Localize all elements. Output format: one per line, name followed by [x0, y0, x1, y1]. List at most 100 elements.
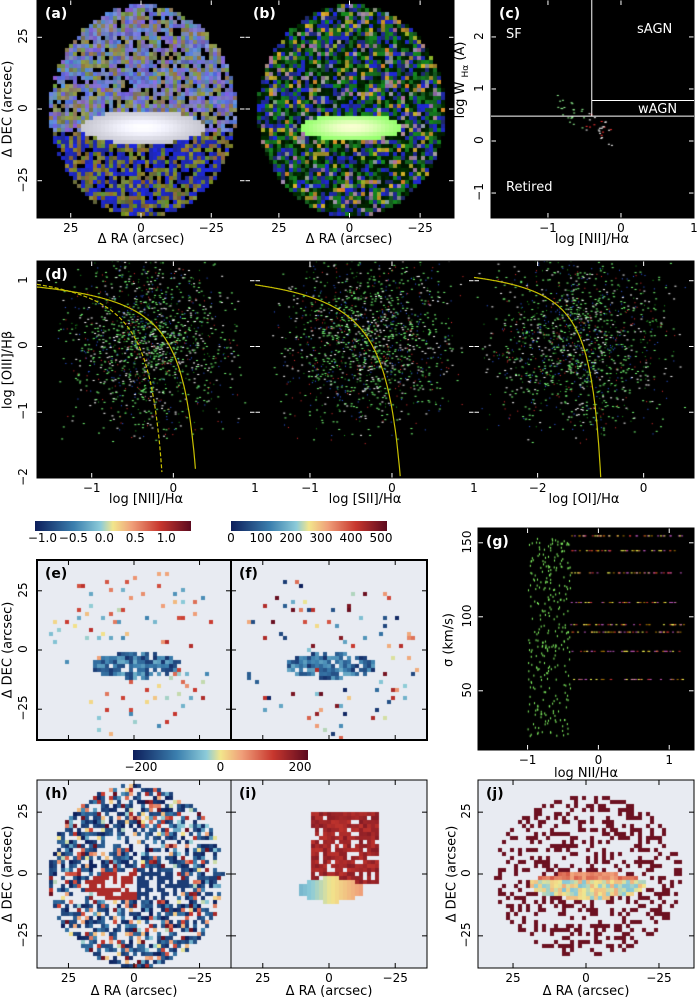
panel-d1-xtick-label: −1 — [82, 481, 101, 495]
region-sf-label: SF — [506, 27, 522, 42]
panel-d1-letter: (d) — [45, 267, 68, 283]
region-sagn-label: sAGN — [637, 22, 673, 37]
panel-d3 — [473, 260, 695, 479]
panel-c-letter: (c) — [499, 6, 521, 22]
panel-a-ytick-label: 25 — [16, 28, 30, 44]
panel-j-letter: (j) — [486, 786, 504, 802]
panel-g-xtick-label: −1 — [518, 753, 537, 767]
panel-a-ytick-label: −25 — [16, 167, 30, 193]
panel-h-xtick-label: 25 — [60, 971, 77, 985]
panel-e-image — [37, 560, 231, 740]
colorbar-hij-tick: 0 — [216, 760, 225, 774]
colorbar-e-tick: 0.0 — [94, 531, 114, 545]
colorbar-e — [35, 521, 191, 531]
panel-d2-xlabel: log [SII]/Hα — [328, 492, 402, 507]
panel-d2-xtick-label: 0 — [388, 481, 396, 495]
panel-a-ytick-label: 0 — [16, 104, 30, 112]
panel-j-ytick-label: −25 — [459, 922, 473, 948]
panel-d2-xtick-label: −1 — [301, 481, 319, 495]
panel-g-xlabel: log NII/Hα — [553, 766, 619, 781]
panel-g-ytick-label: 100 — [460, 604, 474, 628]
panel-d1-ytick-label: 1 — [16, 275, 30, 284]
axes-frame — [230, 779, 428, 969]
panel-f-image — [231, 560, 427, 740]
axes-frame — [36, 260, 256, 479]
panel-d3-image — [474, 261, 694, 478]
panel-g-image — [478, 528, 694, 750]
axes-frame — [490, 0, 695, 219]
panel-d2-image — [255, 261, 474, 478]
panel-h-xtick-label: 0 — [130, 971, 138, 985]
panel-b-xtick-label: −25 — [407, 221, 433, 235]
region-retired-label: Retired — [506, 180, 553, 195]
panel-h-ylabel: Δ DEC (arcsec) — [0, 825, 16, 923]
panel-b — [244, 0, 455, 219]
panel-b-letter: (b) — [253, 6, 276, 22]
panel-j-xlabel: Δ RA (arcsec) — [542, 984, 630, 999]
panel-a — [36, 0, 246, 219]
panel-j-image — [478, 780, 694, 968]
panel-e-ytick-label: 25 — [16, 582, 30, 598]
axes-frame — [244, 0, 455, 219]
panel-a-xtick-label: −25 — [198, 221, 224, 235]
panel-d1-ytick-label: −1 — [16, 402, 30, 421]
panel-d3-xtick-label: 0 — [639, 481, 648, 495]
colorbar-f-tick: 400 — [339, 531, 363, 545]
panel-h-image — [37, 780, 231, 968]
axes-frame — [36, 559, 232, 741]
colorbar-f-tick: 0 — [227, 531, 235, 545]
panel-h-xlabel: Δ RA (arcsec) — [90, 984, 178, 999]
panel-e-letter: (e) — [45, 566, 68, 582]
panel-j-xtick-label: 25 — [505, 971, 521, 985]
panel-h — [36, 779, 232, 969]
panel-c-image — [491, 0, 694, 218]
panel-c-ytick-label: 0 — [472, 136, 486, 144]
region-wagn-label: wAGN — [638, 102, 678, 117]
panel-j-xtick-label: 0 — [582, 971, 590, 985]
ylabel-main: log W — [453, 81, 469, 119]
panel-a-xtick-label: 25 — [63, 221, 79, 235]
ylabel-sub: Hα — [460, 64, 471, 78]
panel-h-ytick-label: 25 — [16, 803, 30, 819]
axes-frame — [477, 527, 695, 751]
colorbar-e-tick: −0.5 — [58, 531, 88, 545]
panel-d1-ytick-label: 0 — [16, 341, 30, 350]
panel-h-ytick-label: 0 — [16, 869, 30, 877]
ylabel-unit: (Å) — [453, 41, 469, 61]
panel-j-ytick-label: 25 — [459, 803, 473, 819]
panel-d2 — [254, 260, 475, 479]
colorbar-f — [231, 521, 387, 531]
panel-d1-ytick-label: −2 — [16, 468, 30, 486]
panel-b-xtick-label: 0 — [345, 221, 354, 235]
axes-frame — [477, 779, 695, 969]
kewley-curve — [254, 284, 401, 477]
panel-c-xlabel: log [NII]/Hα — [554, 232, 630, 247]
colorbar-f-tick: 200 — [279, 531, 303, 545]
panel-i-xtick-label: 0 — [325, 971, 333, 985]
panel-e-ylabel: Δ DEC (arcsec) — [0, 601, 16, 699]
axes-frame — [36, 779, 232, 969]
colorbar-e-tick: −1.0 — [27, 531, 57, 545]
panel-c-xtick-label: 1 — [690, 221, 698, 235]
panel-e-ytick-label: 0 — [16, 645, 30, 653]
panel-c-xtick-label: 0 — [617, 221, 625, 235]
panel-d1-xlabel: log [NII]/Hα — [108, 492, 184, 507]
panel-f-letter: (f) — [239, 566, 258, 582]
panel-g-xtick-label: 1 — [665, 753, 674, 767]
panel-j-ytick-label: 0 — [459, 869, 473, 877]
colorbar-e-tick: 0.5 — [125, 531, 145, 545]
panel-c-ytick-label: 2 — [472, 32, 486, 40]
panel-i-image — [231, 780, 427, 968]
axes-frame — [254, 260, 475, 479]
panel-c-xtick-label: −1 — [539, 221, 557, 235]
colorbar-f-tick: 500 — [369, 531, 393, 545]
panel-a-ylabel: Δ DEC (arcsec) — [0, 60, 16, 158]
panel-f — [230, 559, 428, 741]
panel-i — [230, 779, 428, 969]
colorbar-f-tick: 300 — [309, 531, 333, 545]
panel-j — [477, 779, 695, 969]
panel-a-xlabel: Δ RA (arcsec) — [97, 232, 185, 247]
panel-g-ytick-label: 150 — [460, 530, 474, 554]
panel-d1 — [36, 260, 256, 479]
